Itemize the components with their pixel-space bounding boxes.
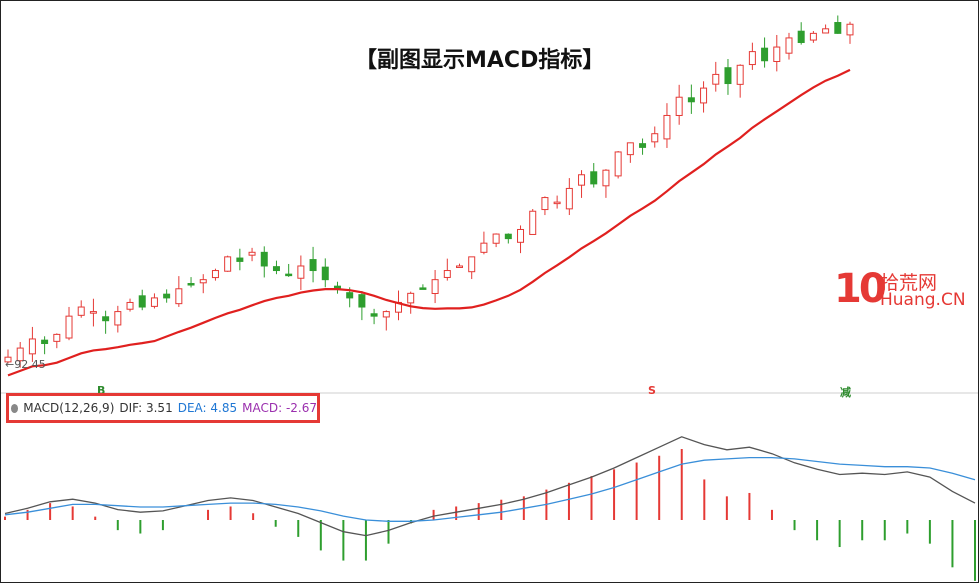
candle-body [346, 292, 354, 299]
macd-indicator-header[interactable]: MACD(12,26,9) DIF: 3.51 DEA: 4.85 MACD: … [6, 393, 320, 423]
candle-body [285, 273, 293, 277]
candle-body [480, 242, 488, 253]
candle-body [456, 265, 464, 268]
candlestick-series [4, 15, 854, 368]
candle-body [614, 151, 622, 177]
candle-body [565, 187, 573, 210]
candle-body [53, 333, 61, 342]
candle-body [138, 295, 146, 308]
dea-value: DEA: 4.85 [177, 401, 238, 415]
candle-body [468, 256, 476, 273]
candle-body [358, 294, 366, 308]
candle-body [126, 301, 134, 310]
candle-body [187, 283, 195, 286]
candle-body [175, 288, 183, 305]
candle-body [602, 169, 610, 187]
candle-body [797, 30, 805, 43]
logo-chinese: 拾荒网 [880, 272, 938, 294]
candle-body [114, 311, 122, 326]
candle-body [4, 356, 12, 363]
candle-body [89, 311, 97, 314]
macd-histogram [4, 449, 976, 581]
candle-body [748, 51, 756, 66]
candle-body [724, 67, 732, 85]
macd-value: MACD: -2.67 [242, 401, 317, 415]
candle-body [16, 347, 24, 362]
candle-body [443, 270, 451, 278]
candle-body [590, 171, 598, 185]
candle-body [370, 313, 378, 317]
macd-params: MACD(12,26,9) [23, 401, 115, 415]
candle-body [663, 114, 671, 140]
candle-body [541, 197, 549, 211]
candle-body [77, 306, 85, 316]
candle-body [163, 293, 171, 299]
candle-body [504, 233, 512, 240]
candle-body [553, 201, 561, 205]
candle-body [578, 174, 586, 186]
candle-body [102, 316, 110, 322]
candle-body [773, 46, 781, 62]
candle-body [651, 133, 659, 143]
candle-body [431, 279, 439, 295]
candle-body [236, 257, 244, 262]
candle-body [846, 23, 854, 36]
dea-line [4, 456, 976, 522]
moving-average-line [7, 68, 851, 377]
indicator-settings-icon[interactable] [11, 403, 19, 413]
candle-body [382, 311, 390, 318]
candle-body [272, 266, 280, 272]
candle-body [28, 338, 36, 355]
candle-body [639, 143, 647, 148]
candle-body [321, 266, 329, 281]
candle-body [419, 287, 427, 290]
candle-body [785, 37, 793, 54]
candle-body [211, 270, 219, 279]
candle-body [224, 256, 232, 272]
candle-body [529, 210, 537, 235]
low-price-label: ←92.45 [5, 358, 46, 371]
sell-marker: S [648, 384, 656, 397]
candle-body [407, 292, 415, 304]
candle-body [822, 28, 830, 34]
candle-body [260, 251, 268, 267]
candle-body [712, 73, 720, 85]
buy-marker: B [97, 384, 106, 397]
dif-line [4, 436, 976, 537]
candle-body [150, 297, 158, 307]
candle-body [492, 233, 500, 244]
candle-body [41, 339, 49, 345]
candle-body [687, 97, 695, 103]
candle-body [65, 315, 73, 339]
candle-body [700, 87, 708, 104]
candle-body [248, 251, 256, 256]
candle-body [761, 47, 769, 62]
candle-body [834, 22, 842, 34]
candle-body [626, 142, 634, 156]
candle-body [517, 228, 525, 243]
reduce-marker: 减 [840, 386, 851, 399]
logo-number: 10 [834, 266, 887, 312]
candle-body [809, 32, 817, 41]
candle-body [309, 259, 317, 272]
candle-body [675, 96, 683, 116]
candle-body [297, 265, 305, 279]
dif-value: DIF: 3.51 [119, 401, 173, 415]
candle-body [736, 64, 744, 85]
candle-body [199, 279, 207, 284]
chart-title: 【副图显示MACD指标】 [355, 48, 605, 73]
logo-english: Huang.CN [880, 290, 966, 310]
